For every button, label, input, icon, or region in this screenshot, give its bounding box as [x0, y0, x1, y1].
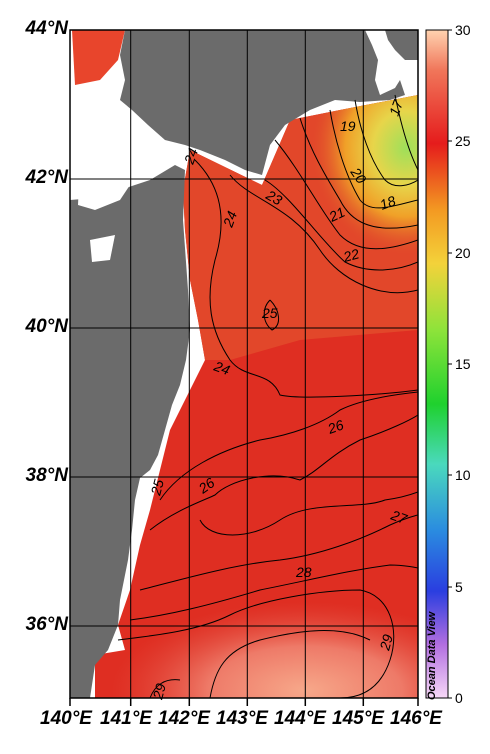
contour-label-26-east: 26: [325, 416, 346, 437]
contour-label-27: 27: [388, 506, 410, 527]
contour-label-28: 28: [295, 564, 312, 580]
ocean-data-view-credit: Ocean Data View: [426, 611, 438, 700]
contour-label-24-edge: 24: [180, 146, 201, 167]
graticule: [70, 30, 418, 698]
land-honshu: [70, 165, 190, 698]
contour-lines: [117, 94, 418, 698]
contour-label-25-coast: 25: [147, 477, 167, 497]
contour-label-17: 17: [386, 97, 407, 118]
contour-label-25-center: 25: [261, 305, 278, 321]
contour-label-29-west: 29: [149, 681, 169, 701]
lat-label-40n: 40°N: [25, 316, 68, 337]
contour-label-18: 18: [378, 192, 398, 212]
sst-warm-patch: [95, 550, 418, 698]
contour-label-20: 20: [347, 164, 370, 187]
lon-label-143e: 143°E: [216, 708, 268, 729]
lon-label-144e: 144°E: [274, 708, 326, 729]
lon-label-145e: 145°E: [332, 708, 384, 729]
lon-label-146e: 146°E: [390, 708, 442, 729]
plot-area: [70, 30, 418, 698]
colorbar-ticks: [448, 29, 452, 699]
contour-label-19: 19: [340, 118, 356, 134]
lat-label-42n: 42°N: [25, 167, 68, 188]
lon-label-142e: 142°E: [158, 708, 210, 729]
lon-label-141e: 141°E: [100, 708, 152, 729]
colorbar-label-15: 15: [455, 356, 471, 372]
inlet-white-1: [80, 95, 120, 135]
contour-labels: 17 18 19 20 21 22 23 24 24 25 24 26 25 2…: [147, 97, 410, 702]
contour-label-24-north: 24: [219, 209, 240, 230]
contour-label-29-east: 29: [376, 632, 396, 652]
colorbar-label-20: 20: [455, 245, 471, 261]
lat-label-38n: 38°N: [25, 465, 68, 486]
inlet-white-3: [90, 235, 115, 262]
land-hokkaido: [120, 30, 405, 175]
contour-label-22: 22: [341, 245, 361, 265]
inlet-white-2: [78, 150, 140, 210]
contour-label-21: 21: [326, 204, 348, 226]
lat-label-44n: 44°N: [25, 18, 68, 39]
lat-label-36n: 36°N: [25, 614, 68, 635]
colorbar-label-30: 30: [455, 22, 471, 38]
sst-field-northwest: [72, 30, 125, 85]
lon-label-140e: 140°E: [40, 708, 92, 729]
colorbar-label-0: 0: [455, 690, 463, 706]
colorbar-label-10: 10: [455, 467, 471, 483]
contour-label-24-south: 24: [211, 357, 232, 378]
colorbar: [425, 29, 449, 699]
contour-label-26-west: 26: [195, 474, 218, 497]
colorbar-label-5: 5: [455, 579, 463, 595]
land-kuril: [385, 30, 418, 60]
colorbar-label-25: 25: [455, 133, 471, 149]
plot-frame: [69, 29, 419, 699]
axis-ticks: [69, 698, 419, 706]
contour-label-23: 23: [263, 186, 286, 208]
